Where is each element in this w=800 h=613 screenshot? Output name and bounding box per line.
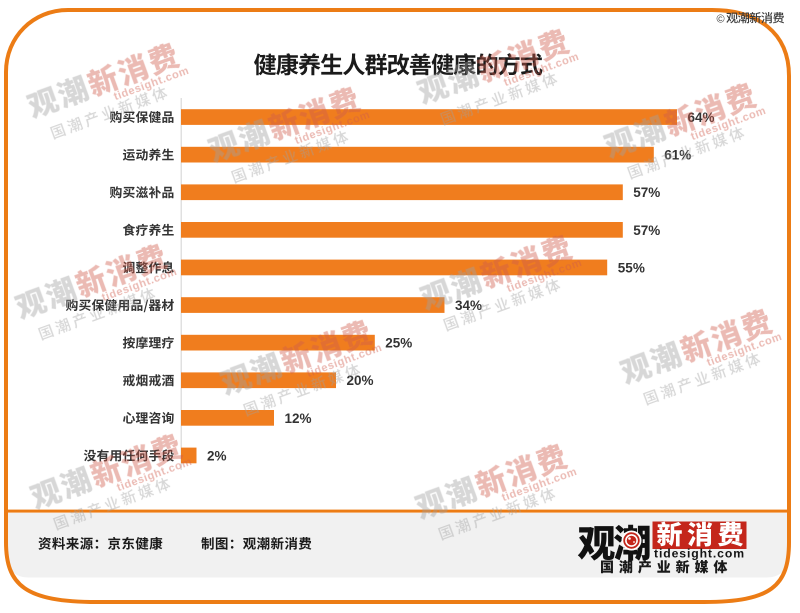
svg-text:57%: 57% <box>633 185 660 200</box>
svg-text:12%: 12% <box>285 411 312 426</box>
svg-text:©: © <box>717 13 725 25</box>
svg-text:tidesight.com: tidesight.com <box>654 547 745 561</box>
svg-text:20%: 20% <box>347 373 374 388</box>
svg-text:57%: 57% <box>633 223 660 238</box>
svg-text:34%: 34% <box>455 298 482 313</box>
svg-text:25%: 25% <box>385 336 412 351</box>
svg-text:2%: 2% <box>207 448 227 463</box>
svg-text:55%: 55% <box>618 260 645 275</box>
